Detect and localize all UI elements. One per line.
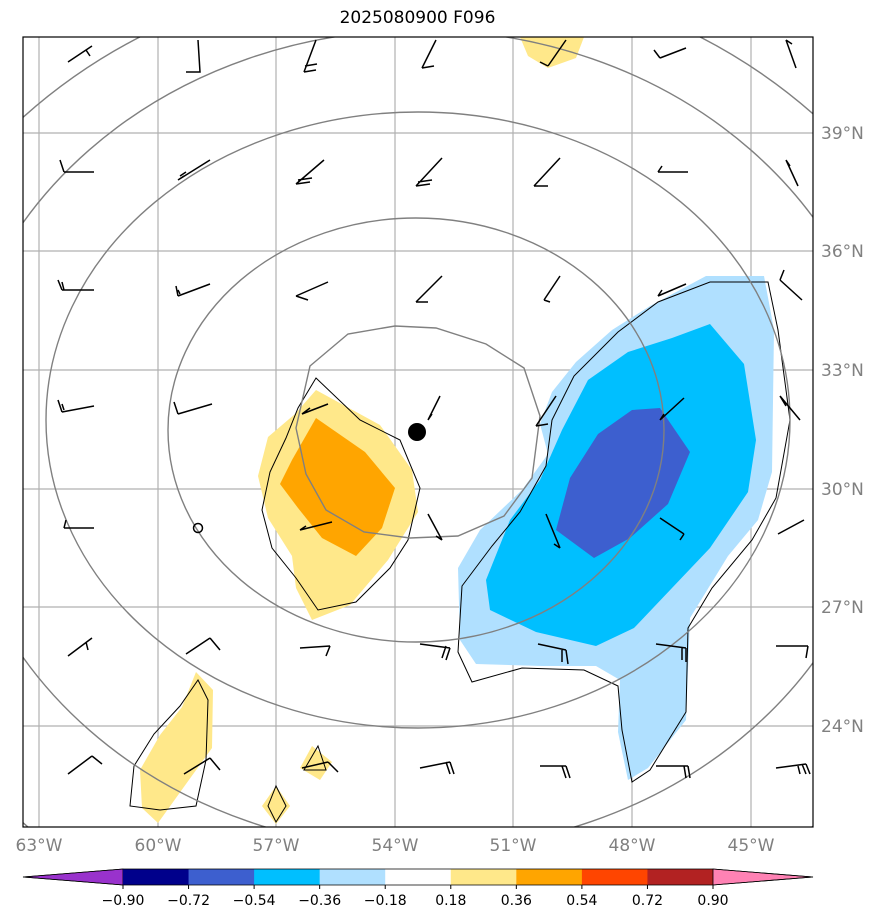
lat-label: 27°N xyxy=(821,598,864,618)
colorbar-segment xyxy=(123,869,190,885)
colorbar-segment xyxy=(188,869,255,885)
colorbar-tick-label: 0.72 xyxy=(632,893,663,909)
colorbar-segment xyxy=(647,869,714,885)
lon-label: 57°W xyxy=(253,836,300,856)
colorbar-segment xyxy=(450,869,517,885)
colorbar-tick-label: 0.54 xyxy=(566,893,597,909)
lon-label: 48°W xyxy=(609,836,656,856)
colorbar-tick-label: −0.36 xyxy=(298,893,341,909)
lon-label: 60°W xyxy=(135,836,182,856)
lon-label: 51°W xyxy=(490,836,537,856)
lat-label: 30°N xyxy=(821,480,864,500)
map-frame xyxy=(22,36,814,828)
map-title: 2025080900 F096 xyxy=(339,8,496,28)
lat-label: 33°N xyxy=(821,361,864,381)
colorbar-segment xyxy=(581,869,648,885)
black-contours xyxy=(129,281,791,824)
colorbar-tick-label: −0.18 xyxy=(364,893,407,909)
latitude-labels: 39°N 36°N 33°N 30°N 27°N 24°N xyxy=(821,124,864,737)
colorbar-tick-label: 0.36 xyxy=(501,893,532,909)
colorbar-tick-label: −0.54 xyxy=(233,893,276,909)
colorbar-segment xyxy=(385,869,452,885)
colorbar-tick-label: 0.90 xyxy=(697,893,728,909)
lat-label: 39°N xyxy=(821,124,864,144)
lat-label: 36°N xyxy=(821,242,864,262)
storm-center-marker xyxy=(408,423,426,441)
longitude-labels: 63°W 60°W 57°W 54°W 51°W 48°W 45°W xyxy=(16,836,775,856)
lon-label: 54°W xyxy=(372,836,419,856)
colorbar-tick-label: −0.90 xyxy=(102,893,145,909)
colorbar-segment xyxy=(516,869,583,885)
lon-label: 63°W xyxy=(16,836,63,856)
colorbar-tick-label: 0.18 xyxy=(435,893,466,909)
colorbar: −0.90 −0.72 −0.54 −0.36 −0.18 0.18 0.36 0.54 0.7… xyxy=(22,868,814,909)
wind-barbs xyxy=(57,39,811,779)
secondary-position-marker xyxy=(192,522,204,534)
colorbar-segment xyxy=(319,869,386,885)
lat-label: 24°N xyxy=(821,717,864,737)
lon-label: 45°W xyxy=(728,836,775,856)
negative-anomaly-shading xyxy=(458,276,774,780)
colorbar-segment xyxy=(254,869,321,885)
positive-anomaly-shading xyxy=(140,37,584,824)
colorbar-tick-label: −0.72 xyxy=(167,893,210,909)
colorbar-extension-high xyxy=(712,868,814,886)
colorbar-extension-low xyxy=(22,868,124,886)
